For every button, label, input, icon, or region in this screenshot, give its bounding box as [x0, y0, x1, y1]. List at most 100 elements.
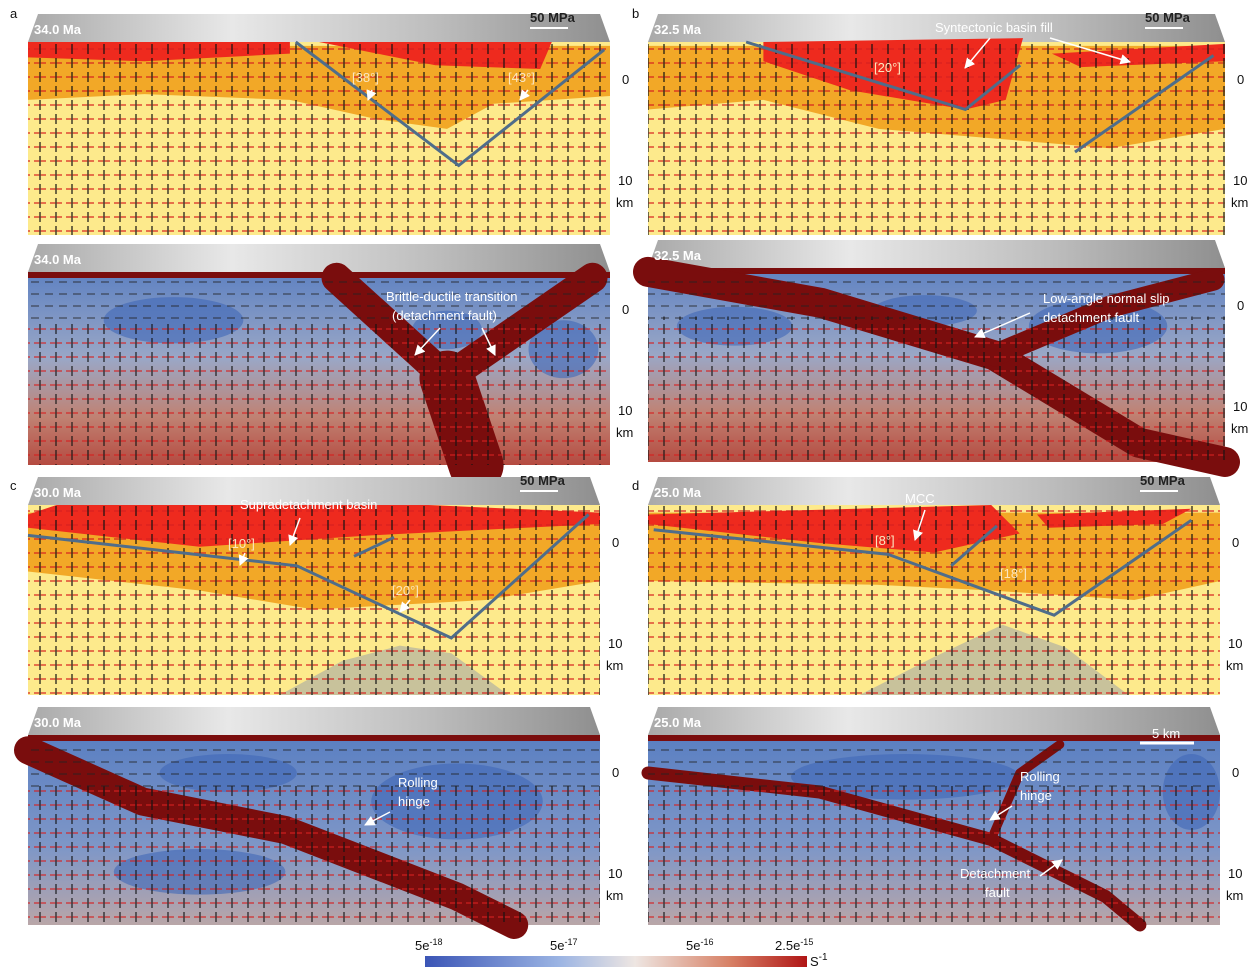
stress-crosses: [648, 505, 1220, 695]
tick-base: 5e: [550, 938, 564, 953]
panels: a 50 MPa 34.0 Ma 0 10 km [38°] [43°] 34.0 Ma 0 10 k…: [10, 6, 1248, 925]
time-label: 32.5 Ma: [654, 22, 702, 37]
time-label: 30.0 Ma: [34, 485, 82, 500]
depth-ten: 10: [1228, 866, 1242, 881]
scale-label: 5 km: [1152, 726, 1180, 741]
depth-unit: km: [616, 195, 633, 210]
annotation: Syntectonic basin fill: [935, 20, 1053, 35]
unit-exponent: -1: [819, 952, 828, 963]
stress-crosses: [28, 505, 600, 695]
depth-ten: 10: [608, 636, 622, 651]
time-label: 25.0 Ma: [654, 485, 702, 500]
annotation: [20°]: [392, 583, 419, 598]
stress-dashes: [28, 278, 610, 326]
depth-unit: km: [1231, 421, 1248, 436]
annotation: Brittle-ductile transition: [386, 289, 518, 304]
depth-ten: 10: [618, 403, 632, 418]
annotation: hinge: [1020, 788, 1052, 803]
panel: b 50 MPa 32.5 Ma 0 10 km Syntectonic basin fil…: [632, 6, 1248, 462]
annotation: Rolling: [398, 775, 438, 790]
annotation: [8°]: [875, 533, 895, 548]
colorbar-unit: S-1: [810, 952, 828, 969]
strain-panel: 30.0 Ma 0 10 km Rolling hinge: [28, 707, 623, 925]
scale-label: 50 MPa: [1145, 10, 1191, 25]
surface-band: [28, 272, 610, 278]
depth-unit: km: [1231, 195, 1248, 210]
stress-dashes: [28, 741, 600, 789]
depth-unit: km: [616, 425, 633, 440]
tick-exponent: -17: [564, 937, 577, 947]
stress-crosses: [648, 42, 1225, 235]
colorbar-tick-label: 5e-16: [686, 937, 713, 953]
annotation: MCC: [905, 491, 935, 506]
stress-crosses: [648, 783, 1220, 926]
depth-zero: 0: [1237, 298, 1244, 313]
annotation: [20°]: [874, 60, 901, 75]
time-label: 34.0 Ma: [34, 252, 82, 267]
tick-base: 5e: [686, 938, 700, 953]
top-face: [648, 707, 1220, 735]
time-label: 34.0 Ma: [34, 22, 82, 37]
depth-zero: 0: [612, 765, 619, 780]
tick-exponent: -15: [800, 937, 813, 947]
annotation: [38°]: [352, 70, 379, 85]
colorbar-tick-label: 5e-17: [550, 937, 577, 953]
stress-dashes: [648, 741, 1220, 789]
annotation: [18°]: [1000, 566, 1027, 581]
stress-crosses: [28, 320, 610, 465]
time-label: 30.0 Ma: [34, 715, 82, 730]
top-face: [648, 240, 1225, 268]
annotation: Detachment: [960, 866, 1030, 881]
scale-label: 50 MPa: [1140, 473, 1186, 488]
panel: a 50 MPa 34.0 Ma 0 10 km [38°] [43°] 34.0 Ma 0 10 k…: [10, 6, 633, 465]
depth-ten: 10: [1233, 399, 1247, 414]
annotation: Low-angle normal slip: [1043, 291, 1169, 306]
colorbar-tick-label: 2.5e-15: [775, 937, 813, 953]
unit-base: S: [810, 954, 819, 969]
depth-zero: 0: [622, 72, 629, 87]
colorbar-gradient: [425, 956, 807, 967]
depth-ten: 10: [608, 866, 622, 881]
time-label: 25.0 Ma: [654, 715, 702, 730]
depth-unit: km: [606, 658, 623, 673]
top-face: [28, 14, 610, 42]
panel: d 50 MPa 25.0 Ma 0 10 km MCC [8°] [18°] 5 km 25.0 …: [632, 473, 1243, 925]
annotation: detachment fault: [1043, 310, 1140, 325]
tick-base: 2.5e: [775, 938, 800, 953]
tick-exponent: -18: [429, 937, 442, 947]
time-label: 32.5 Ma: [654, 248, 702, 263]
scale-label: 50 MPa: [520, 473, 566, 488]
figure: a 50 MPa 34.0 Ma 0 10 km [38°] [43°] 34.0 Ma 0 10 k…: [0, 0, 1249, 969]
surface-band: [648, 735, 1220, 741]
annotation: hinge: [398, 794, 430, 809]
annotation: [43°]: [508, 70, 535, 85]
top-face: [28, 707, 600, 735]
colorbar-tick-label: 5e-18: [415, 937, 442, 953]
depth-zero: 0: [1232, 765, 1239, 780]
stress-crosses: [648, 317, 1225, 463]
panel-letter: b: [632, 6, 639, 21]
top-face: [28, 244, 610, 272]
depth-ten: 10: [1233, 173, 1247, 188]
annotation: [10°]: [228, 536, 255, 551]
panel-letter: c: [10, 478, 17, 493]
depth-zero: 0: [1237, 72, 1244, 87]
tick-base: 5e: [415, 938, 429, 953]
stress-panel: 50 MPa 34.0 Ma 0 10 km [38°] [43°]: [28, 10, 633, 235]
panel-letter: d: [632, 478, 639, 493]
scale-label: 50 MPa: [530, 10, 576, 25]
panel-letter: a: [10, 6, 18, 21]
depth-ten: 10: [618, 173, 632, 188]
depth-unit: km: [606, 888, 623, 903]
annotation: fault: [985, 885, 1010, 900]
depth-ten: 10: [1228, 636, 1242, 651]
depth-zero: 0: [622, 302, 629, 317]
depth-unit: km: [1226, 658, 1243, 673]
strain-panel: 32.5 Ma 0 10 km Low-angle normal slip detachm…: [648, 240, 1248, 462]
annotation: Supradetachment basin: [240, 497, 377, 512]
stress-crosses: [28, 783, 600, 926]
